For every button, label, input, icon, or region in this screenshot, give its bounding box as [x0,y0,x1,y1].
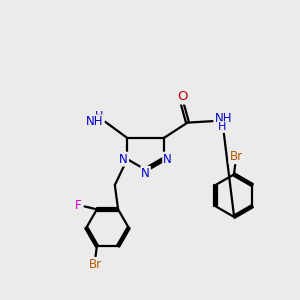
Text: F: F [75,199,82,212]
Text: O: O [178,91,188,103]
Text: Br: Br [89,258,102,271]
Text: H: H [218,122,226,132]
Text: Br: Br [230,150,242,163]
Text: H: H [94,111,103,122]
Text: N: N [119,153,128,166]
Text: N: N [141,167,150,180]
Text: NH: NH [215,112,232,125]
Text: NH: NH [86,115,104,128]
Text: N: N [163,153,172,166]
